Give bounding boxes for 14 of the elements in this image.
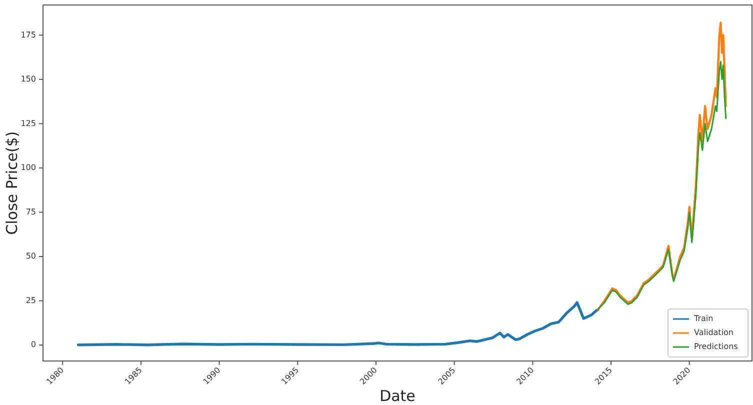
x-axis-title: Date bbox=[380, 387, 416, 405]
y-tick-label: 0 bbox=[30, 340, 36, 350]
y-tick-label: 50 bbox=[26, 252, 36, 261]
legend-label: Predictions bbox=[694, 342, 738, 352]
y-tick-label: 175 bbox=[20, 30, 36, 40]
y-tick-label: 75 bbox=[26, 207, 36, 216]
line-series bbox=[76, 301, 600, 346]
y-axis-title: Close Price($) bbox=[3, 131, 21, 235]
y-tick-label: 100 bbox=[20, 163, 36, 172]
y-tick-label: 125 bbox=[20, 118, 36, 128]
y-tick-label: 25 bbox=[26, 296, 36, 305]
y-tick-label: 150 bbox=[20, 74, 36, 84]
legend-label: Train bbox=[693, 314, 714, 324]
legend-label: Validation bbox=[694, 328, 734, 338]
